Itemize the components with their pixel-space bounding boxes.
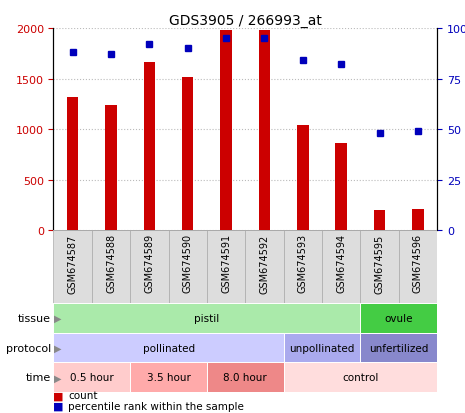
Text: GSM674588: GSM674588 <box>106 234 116 293</box>
Title: GDS3905 / 266993_at: GDS3905 / 266993_at <box>169 14 322 28</box>
Text: 8.0 hour: 8.0 hour <box>223 373 267 382</box>
Bar <box>360 231 399 303</box>
Text: percentile rank within the sample: percentile rank within the sample <box>68 401 244 411</box>
Bar <box>284 333 360 363</box>
Bar <box>53 363 130 392</box>
Text: pollinated: pollinated <box>142 343 195 353</box>
Bar <box>53 333 284 363</box>
Bar <box>207 363 284 392</box>
Text: GSM674587: GSM674587 <box>67 234 78 293</box>
Bar <box>92 231 130 303</box>
Bar <box>220 31 232 231</box>
Bar <box>67 97 79 231</box>
Bar <box>322 231 360 303</box>
Text: GSM674591: GSM674591 <box>221 234 231 293</box>
Text: GSM674596: GSM674596 <box>413 234 423 293</box>
Bar <box>360 303 437 333</box>
Bar <box>53 231 92 303</box>
Bar <box>168 231 207 303</box>
Text: ▶: ▶ <box>53 313 61 323</box>
Bar <box>207 231 246 303</box>
Bar <box>335 144 347 231</box>
Bar <box>53 303 360 333</box>
Bar <box>130 363 207 392</box>
Bar <box>360 333 437 363</box>
Text: GSM674592: GSM674592 <box>259 234 270 293</box>
Bar <box>284 363 437 392</box>
Bar <box>297 126 309 231</box>
Text: unfertilized: unfertilized <box>369 343 428 353</box>
Text: GSM674593: GSM674593 <box>298 234 308 293</box>
Bar <box>284 231 322 303</box>
Bar <box>259 31 270 231</box>
Text: GSM674594: GSM674594 <box>336 234 346 293</box>
Bar <box>374 211 385 231</box>
Text: GSM674589: GSM674589 <box>144 234 154 293</box>
Text: unpollinated: unpollinated <box>289 343 355 353</box>
Text: tissue: tissue <box>18 313 51 323</box>
Text: ■: ■ <box>53 401 64 411</box>
Text: ■: ■ <box>53 390 64 401</box>
Text: GSM674590: GSM674590 <box>183 234 193 293</box>
Text: ovule: ovule <box>385 313 413 323</box>
Text: ▶: ▶ <box>53 373 61 382</box>
Text: ▶: ▶ <box>53 343 61 353</box>
Text: GSM674595: GSM674595 <box>374 234 385 293</box>
Text: protocol: protocol <box>6 343 51 353</box>
Bar <box>182 77 193 231</box>
Text: pistil: pistil <box>194 313 219 323</box>
Text: count: count <box>68 390 98 401</box>
Text: 0.5 hour: 0.5 hour <box>70 373 114 382</box>
Bar <box>130 231 168 303</box>
Text: time: time <box>26 373 51 382</box>
Text: 3.5 hour: 3.5 hour <box>146 373 191 382</box>
Bar <box>105 106 117 231</box>
Text: control: control <box>342 373 379 382</box>
Bar <box>412 210 424 231</box>
Bar <box>399 231 437 303</box>
Bar <box>144 63 155 231</box>
Bar <box>246 231 284 303</box>
